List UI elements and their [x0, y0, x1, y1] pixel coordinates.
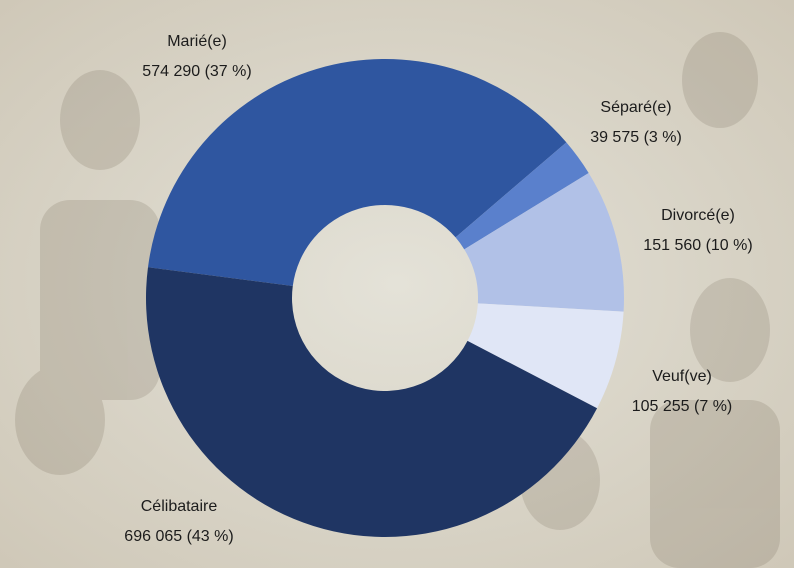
slice-value-label: 696 065 (43 %): [124, 528, 233, 545]
slice: [147, 58, 567, 287]
slice: [467, 303, 624, 409]
slice-value-label: 39 575 (3 %): [590, 129, 682, 146]
slice: [145, 267, 598, 537]
slice: [455, 142, 589, 250]
slice-value-label: 151 560 (10 %): [643, 237, 752, 254]
slice-label: Séparé(e): [600, 99, 671, 116]
slice-label: Divorcé(e): [661, 207, 735, 224]
slice-label: Célibataire: [141, 498, 218, 515]
slice-label: Marié(e): [167, 33, 227, 50]
slice-value-label: 105 255 (7 %): [632, 398, 733, 415]
slice-value-label: 574 290 (37 %): [142, 63, 251, 80]
slice: [464, 172, 624, 312]
slice-label: Veuf(ve): [652, 368, 712, 385]
